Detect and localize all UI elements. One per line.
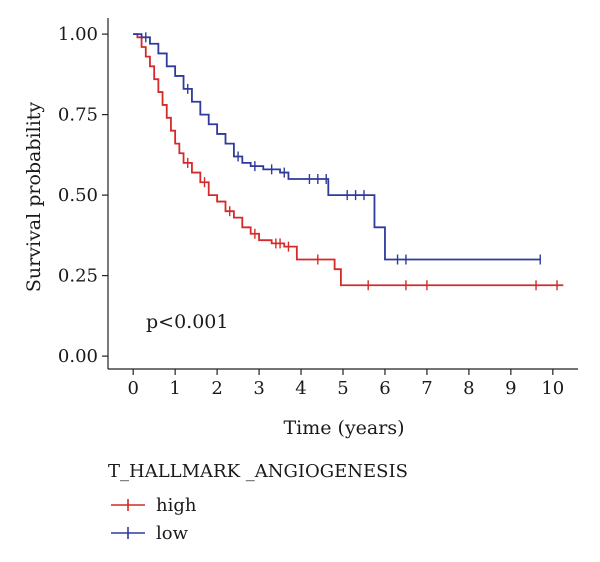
y-axis-label: Survival probability: [23, 102, 45, 293]
y-tick-label: 0.25: [58, 266, 98, 287]
x-tick-label: 9: [505, 378, 516, 399]
x-axis-label: Time (years): [283, 417, 404, 439]
plot-area: 0 1 2 3 4 5 6 7 8 9 10 0.00 0.25 0.50 0.75 1.00: [58, 18, 578, 399]
y-tick-label: 1.00: [58, 24, 98, 45]
legend-item-high: high: [111, 495, 197, 516]
survival-curve-high: [133, 33, 564, 287]
legend-label-low: low: [156, 523, 189, 544]
x-tick-label: 7: [421, 378, 432, 399]
legend-label-high: high: [156, 495, 197, 516]
y-tick-label: 0.50: [58, 185, 98, 206]
x-tick-label: 3: [253, 378, 264, 399]
legend: T_HALLMARK _ANGIOGENESIS high low: [108, 461, 408, 544]
x-tick-label: 8: [463, 378, 474, 399]
y-tick-label: 0.00: [58, 346, 98, 367]
x-tick-label: 0: [127, 378, 138, 399]
x-tick-label: 5: [337, 378, 348, 399]
p-value-annotation: p<0.001: [146, 311, 228, 333]
legend-item-low: low: [111, 523, 189, 544]
survival-curve-low: [133, 33, 541, 261]
x-tick-label: 2: [211, 378, 222, 399]
x-tick-label: 4: [295, 378, 306, 399]
legend-title: T_HALLMARK _ANGIOGENESIS: [108, 461, 408, 482]
x-tick-label: 6: [379, 378, 390, 399]
x-tick-label: 10: [541, 378, 564, 399]
x-tick-label: 1: [169, 378, 180, 399]
y-tick-label: 0.75: [58, 105, 98, 126]
